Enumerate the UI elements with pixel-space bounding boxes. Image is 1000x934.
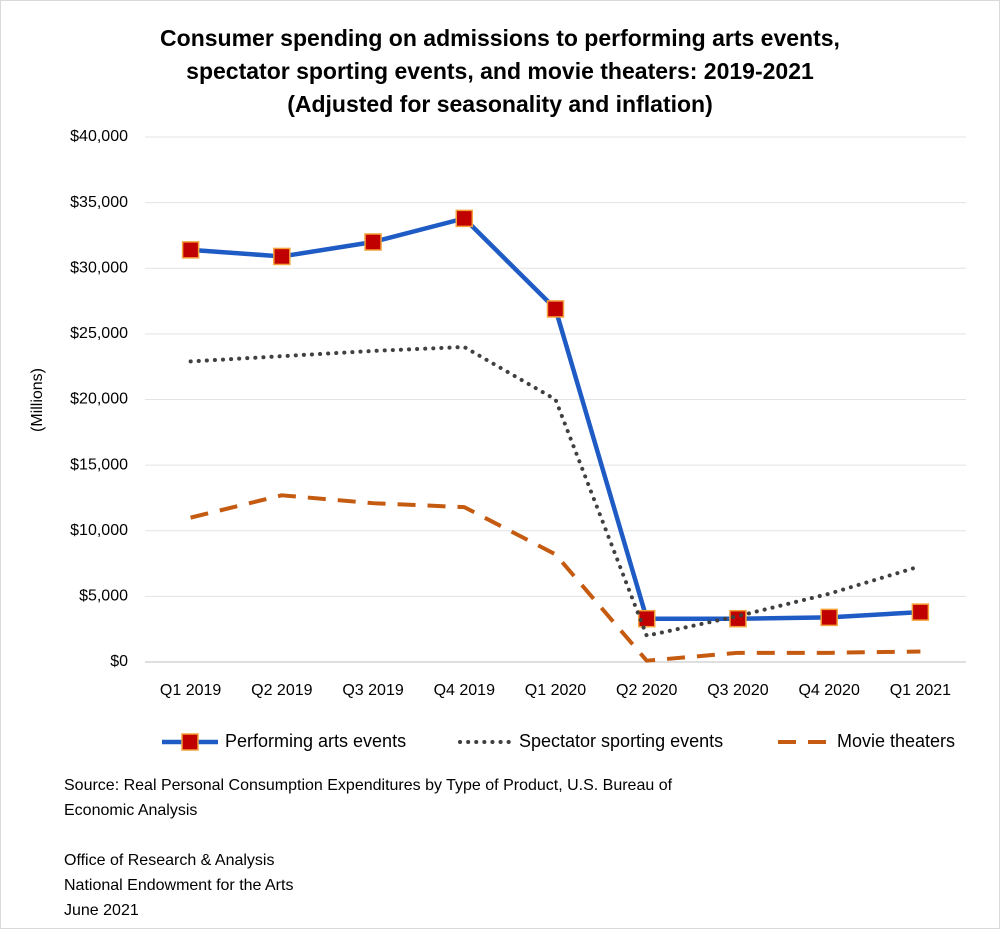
chart-title: spectator sporting events, and movie the… (186, 58, 814, 84)
legend-label: Movie theaters (837, 731, 955, 751)
x-tick-label: Q4 2020 (798, 682, 859, 699)
x-tick-label: Q4 2019 (434, 682, 495, 699)
note: Source: Real Personal Consumption Expend… (64, 777, 673, 794)
y-tick-label: $10,000 (70, 522, 128, 539)
marker (820, 608, 838, 627)
note: Economic Analysis (64, 802, 197, 819)
series-line (188, 345, 923, 638)
y-tick-label: $20,000 (70, 391, 128, 408)
y-tick-label: $15,000 (70, 456, 128, 473)
chart-title: Consumer spending on admissions to perfo… (160, 25, 840, 51)
note: Office of Research & Analysis (64, 852, 274, 869)
x-tick-label: Q3 2020 (707, 682, 768, 699)
note: National Endowment for the Arts (64, 877, 293, 894)
y-tick-label: $5,000 (79, 588, 128, 605)
series-line (190, 493, 921, 663)
marker (455, 209, 474, 228)
marker (911, 603, 930, 621)
x-tick-label: Q1 2019 (160, 682, 221, 699)
marker (273, 247, 291, 266)
y-tick-label: $0 (110, 653, 128, 670)
x-tick-label: Q2 2019 (251, 682, 312, 699)
y-tick-label: $35,000 (70, 194, 128, 211)
marker (181, 241, 200, 259)
marker (637, 609, 656, 628)
x-tick-label: Q2 2020 (616, 682, 677, 699)
legend-label: Performing arts events (225, 731, 406, 751)
y-axis-label: (Millions) (29, 368, 46, 432)
marker (364, 233, 382, 251)
x-tick-label: Q1 2020 (525, 682, 586, 699)
x-tick-label: Q1 2021 (890, 682, 951, 699)
marker (181, 733, 199, 751)
x-tick-label: Q3 2019 (342, 682, 403, 699)
note: June 2021 (64, 902, 139, 919)
marker (546, 300, 565, 318)
legend-label: Spectator sporting events (519, 731, 723, 751)
y-tick-label: $25,000 (70, 325, 128, 342)
chart-title: (Adjusted for seasonality and inflation) (287, 91, 713, 117)
y-tick-label: $40,000 (70, 128, 128, 145)
y-tick-label: $30,000 (70, 259, 128, 276)
